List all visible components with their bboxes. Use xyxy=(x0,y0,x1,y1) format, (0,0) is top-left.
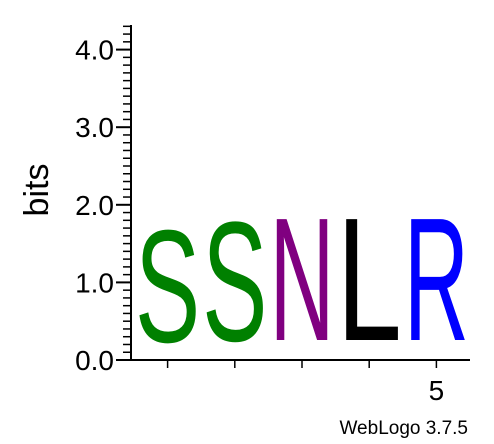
x-axis: 5 xyxy=(131,359,470,406)
y-tick-label: 0.0 xyxy=(75,345,114,376)
y-axis: 0.0 1.0 2.0 3.0 4.0 xyxy=(75,25,132,376)
y-tick-label: 2.0 xyxy=(75,190,114,221)
logo-letter-s: S xyxy=(202,187,267,377)
weblogo-credit: WebLogo 3.7.5 xyxy=(339,418,468,439)
y-tick-label: 4.0 xyxy=(75,35,114,66)
y-axis-title: bits xyxy=(18,164,56,217)
logo-letter-l: L xyxy=(337,181,402,377)
x-tick-label: 5 xyxy=(429,375,445,406)
logo-letter-r: R xyxy=(404,182,469,378)
y-tick-label: 1.0 xyxy=(75,267,114,298)
y-tick-label: 3.0 xyxy=(75,112,114,143)
logo-letter-n: N xyxy=(269,182,334,378)
logo-letter-s: S xyxy=(135,198,200,377)
